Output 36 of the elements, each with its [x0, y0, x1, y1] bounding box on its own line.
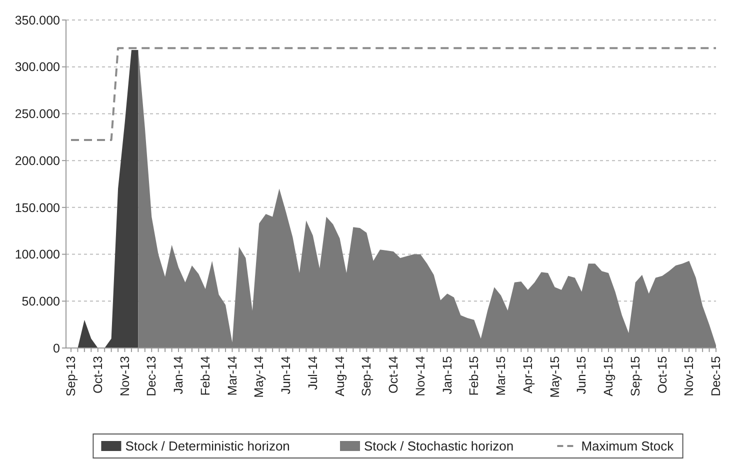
x-tick-label: Nov-15 [682, 356, 696, 396]
x-tick-label: Nov-13 [118, 356, 132, 396]
y-tick-label: 150.000 [14, 200, 60, 215]
legend-label: Stock / Stochastic horizon [364, 438, 514, 454]
x-tick-label: Jan-14 [172, 356, 186, 394]
x-tick-label: Sep-13 [64, 356, 78, 396]
x-tick-label: Nov-14 [413, 356, 428, 396]
x-tick-label: Mar-14 [225, 356, 240, 396]
y-tick-label: 50.000 [22, 294, 60, 309]
y-tick-label: 0 [53, 341, 60, 356]
x-tick-label: Aug-14 [332, 356, 347, 396]
x-tick-label: May-14 [252, 356, 266, 398]
x-tick-label: Apr-15 [520, 356, 535, 394]
x-tick-label: Sep-14 [360, 356, 374, 396]
x-tick-label: Feb-14 [198, 356, 212, 396]
x-tick-label: Jan-15 [440, 356, 454, 394]
y-tick-label: 350.000 [14, 13, 60, 28]
y-tick-label: 100.000 [14, 248, 60, 262]
x-tick-label: Dec-15 [709, 356, 723, 396]
x-tick-label: Sep-15 [628, 356, 642, 396]
x-tick-label: Aug-15 [602, 356, 616, 396]
x-tick-label: Feb-15 [467, 356, 482, 396]
legend-label: Stock / Deterministic horizon [125, 438, 290, 454]
x-tick-label: Mar-15 [494, 356, 508, 396]
x-tick-label: Jul-14 [306, 356, 320, 390]
x-tick-label: Jun-15 [574, 356, 589, 394]
x-tick-label: Oct-15 [655, 356, 670, 394]
y-tick-label: 250.000 [14, 107, 60, 122]
x-tick-label: Oct-14 [386, 356, 400, 394]
legend-label: Maximum Stock [581, 438, 674, 454]
x-tick-label: Jun-14 [279, 356, 293, 394]
x-tick-label: Oct-13 [90, 356, 105, 394]
y-tick-label: 300.000 [14, 60, 60, 74]
y-tick-label: 200.000 [14, 154, 60, 168]
x-tick-label: May-15 [548, 356, 562, 398]
x-tick-label: Dec-13 [144, 356, 159, 396]
